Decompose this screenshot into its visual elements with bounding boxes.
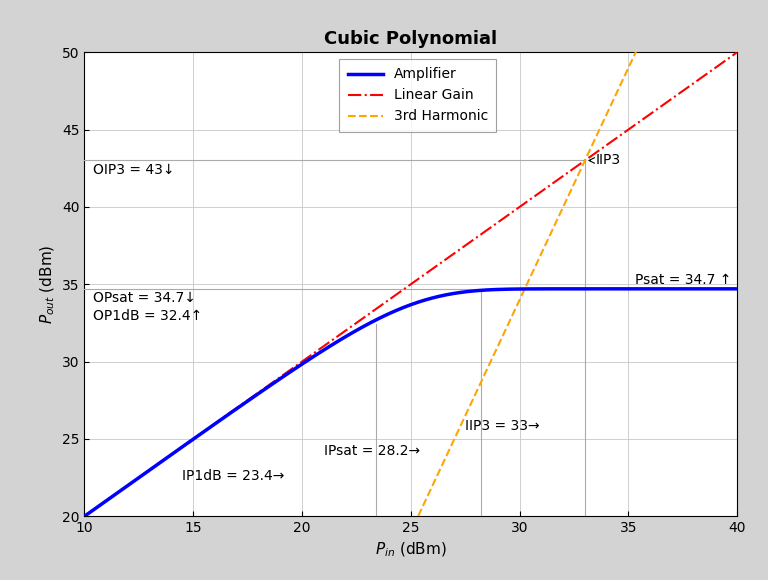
Linear Gain [733,49,742,56]
Line: Amplifier: Amplifier [84,289,737,516]
Y-axis label: $P_{out}$ (dBm): $P_{out}$ (dBm) [38,244,57,324]
X-axis label: $P_{in}$ (dBm): $P_{in}$ (dBm) [375,541,447,559]
Amplifier [617,285,626,292]
Linear Gain [329,335,339,342]
Amplifier [567,285,576,292]
Linear Gain [472,234,481,241]
3rd Harmonic [414,513,423,520]
Amplifier [198,429,207,436]
Text: Psat = 34.7 ↑: Psat = 34.7 ↑ [635,273,731,287]
Amplifier [80,513,89,520]
Text: OIP3 = 43↓: OIP3 = 43↓ [93,163,174,177]
Linear Gain [567,166,576,173]
Text: IIP3: IIP3 [589,154,621,168]
Line: 3rd Harmonic: 3rd Harmonic [419,21,650,516]
Text: OPsat = 34.7↓: OPsat = 34.7↓ [93,291,196,305]
3rd Harmonic [617,79,627,86]
Linear Gain [198,429,207,436]
Amplifier [329,340,339,347]
Amplifier [472,287,481,294]
Linear Gain [80,513,89,520]
Text: OP1dB = 32.4↑: OP1dB = 32.4↑ [93,309,203,323]
3rd Harmonic [571,177,580,184]
Line: Linear Gain: Linear Gain [84,52,737,516]
Text: IPsat = 28.2→: IPsat = 28.2→ [324,444,420,458]
3rd Harmonic [615,82,624,89]
Linear Gain [617,131,626,138]
3rd Harmonic [510,307,519,314]
Amplifier [505,286,514,293]
3rd Harmonic [617,79,626,86]
Text: IP1dB = 23.4→: IP1dB = 23.4→ [183,469,285,483]
Linear Gain [505,211,514,218]
3rd Harmonic [646,18,655,25]
Title: Cubic Polynomial: Cubic Polynomial [324,30,498,48]
Amplifier [673,285,682,292]
Legend: Amplifier, Linear Gain, 3rd Harmonic: Amplifier, Linear Gain, 3rd Harmonic [339,59,496,132]
Text: IIP3 = 33→: IIP3 = 33→ [465,419,540,433]
Amplifier [733,285,742,292]
3rd Harmonic [479,372,488,379]
